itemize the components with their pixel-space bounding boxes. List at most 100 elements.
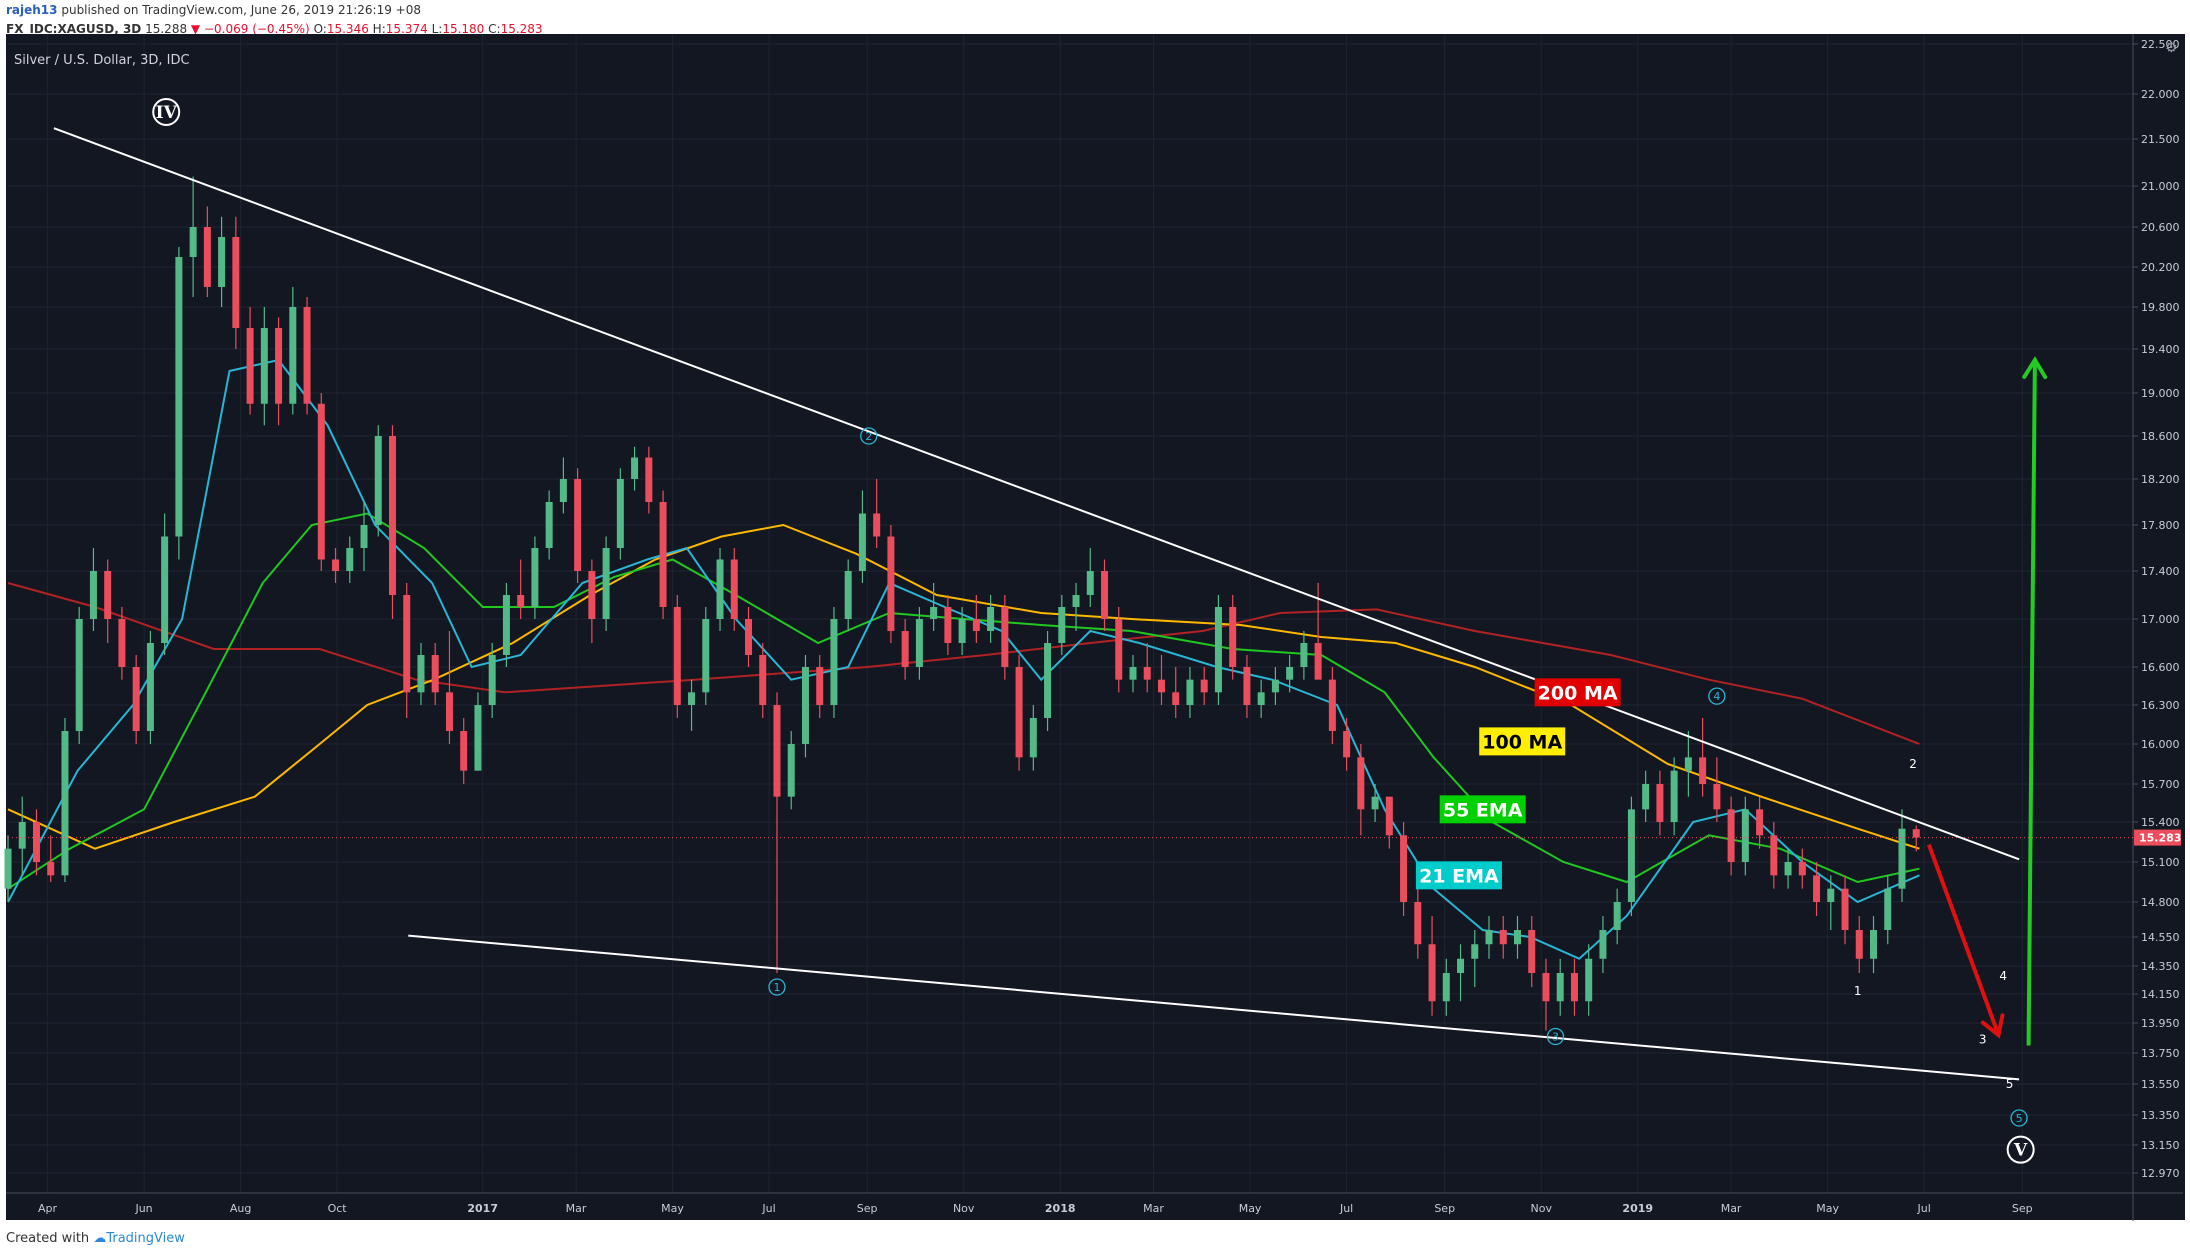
tradingview-brand[interactable]: TradingView bbox=[106, 1231, 185, 1246]
close-value: 15.283 bbox=[500, 22, 543, 36]
candle bbox=[531, 536, 539, 619]
candle-body bbox=[574, 479, 582, 571]
candle-body bbox=[431, 655, 439, 693]
candle-body bbox=[1613, 902, 1621, 930]
wave-circle bbox=[1708, 687, 1726, 705]
candle bbox=[1143, 643, 1151, 693]
candle-body bbox=[559, 479, 567, 502]
x-tick-label: May bbox=[1239, 1202, 1262, 1215]
y-tick-label: 14.550 bbox=[2141, 931, 2180, 944]
y-tick-label: 18.200 bbox=[2141, 473, 2180, 486]
open-value: 15.346 bbox=[326, 22, 369, 36]
candle bbox=[1414, 888, 1422, 959]
candle-body bbox=[873, 513, 881, 537]
arrow-up bbox=[2022, 356, 2048, 1046]
candle bbox=[232, 216, 240, 349]
candle bbox=[930, 583, 938, 631]
wave-text: 2 bbox=[865, 430, 872, 443]
candle-body bbox=[887, 536, 895, 631]
author-name[interactable]: rajeh13 bbox=[6, 3, 58, 17]
wave-label-1: 1 bbox=[1854, 984, 1862, 998]
candle bbox=[1585, 944, 1593, 1016]
candle-body bbox=[218, 237, 226, 287]
candle-body bbox=[189, 227, 197, 257]
candle-body bbox=[1898, 828, 1906, 889]
candle-body bbox=[360, 525, 368, 548]
candle bbox=[75, 607, 83, 744]
candle bbox=[1300, 631, 1308, 680]
candle bbox=[118, 607, 126, 680]
gear-icon[interactable]: ⚙ bbox=[2165, 40, 2178, 56]
ma-label: 55 EMA bbox=[1439, 795, 1526, 824]
ma-label: 200 MA bbox=[1534, 678, 1621, 707]
candle bbox=[1756, 796, 1764, 849]
y-tick-label: 13.550 bbox=[2141, 1078, 2180, 1091]
candle bbox=[47, 835, 55, 882]
candle-body bbox=[1129, 667, 1137, 680]
candle-body bbox=[1855, 930, 1863, 959]
tradingview-logo-icon[interactable]: ☁ bbox=[93, 1231, 107, 1246]
candle-body bbox=[1813, 875, 1821, 902]
wave-text: 3 bbox=[1552, 1031, 1559, 1044]
candle-body bbox=[1300, 643, 1308, 667]
candle-body bbox=[1101, 571, 1109, 619]
candle-body bbox=[631, 457, 639, 479]
candle-body bbox=[175, 257, 183, 537]
candle bbox=[1314, 583, 1322, 680]
candle bbox=[1599, 916, 1607, 973]
candle bbox=[203, 206, 211, 297]
candle bbox=[1001, 595, 1009, 680]
candle-body bbox=[1684, 757, 1692, 771]
y-tick-label: 16.300 bbox=[2141, 699, 2180, 712]
y-tick-label: 14.350 bbox=[2141, 960, 2180, 973]
wave-label-4: 4 bbox=[1708, 687, 1726, 705]
candle-body bbox=[1656, 784, 1664, 822]
candle-body bbox=[346, 548, 354, 571]
candle-body bbox=[118, 619, 126, 667]
x-tick-label: Sep bbox=[857, 1202, 878, 1215]
candle-body bbox=[1513, 930, 1521, 945]
candle bbox=[1385, 796, 1393, 849]
candle-body bbox=[787, 744, 795, 797]
candle-body bbox=[1385, 796, 1393, 836]
y-tick-label: 13.750 bbox=[2141, 1047, 2180, 1060]
candle bbox=[1827, 875, 1835, 930]
ma-label-bg bbox=[1439, 795, 1526, 824]
candle bbox=[246, 307, 254, 415]
candle-body bbox=[616, 479, 624, 548]
x-tick-label: May bbox=[661, 1202, 684, 1215]
candle-body bbox=[745, 619, 753, 655]
candle bbox=[332, 548, 340, 583]
candle bbox=[1129, 655, 1137, 693]
candle-body bbox=[830, 619, 838, 705]
candle bbox=[1186, 667, 1194, 718]
wave-label-5: 5 bbox=[2010, 1109, 2028, 1127]
y-tick-label: 14.800 bbox=[2141, 896, 2180, 909]
candle bbox=[773, 692, 781, 973]
current-price-label: 15.283 bbox=[2139, 832, 2181, 845]
candle bbox=[1086, 548, 1094, 607]
candle-body bbox=[1343, 731, 1351, 758]
ma-label-text: 21 EMA bbox=[1419, 865, 1499, 887]
candle-body bbox=[1186, 679, 1194, 705]
candle bbox=[972, 595, 980, 643]
candle-body bbox=[1556, 973, 1564, 1002]
candle-body bbox=[759, 655, 767, 705]
chart-background bbox=[6, 34, 2185, 1220]
wave-text: 5 bbox=[2016, 1112, 2023, 1125]
candle-body bbox=[901, 631, 909, 667]
x-tick-label: Mar bbox=[1143, 1202, 1164, 1215]
candle-body bbox=[531, 548, 539, 607]
candle-body bbox=[659, 502, 667, 607]
candle bbox=[1328, 667, 1336, 744]
candle-body bbox=[61, 731, 69, 876]
candle bbox=[1457, 944, 1465, 1002]
candle-body bbox=[1243, 667, 1251, 705]
candle bbox=[1670, 757, 1678, 836]
arrow-shaft bbox=[2026, 359, 2037, 1046]
candle-body bbox=[388, 436, 396, 595]
candle bbox=[1798, 848, 1806, 889]
candle bbox=[1371, 784, 1379, 822]
candle-body bbox=[275, 328, 283, 404]
